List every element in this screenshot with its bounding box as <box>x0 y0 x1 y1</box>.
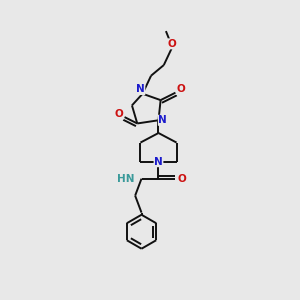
Text: O: O <box>115 109 124 119</box>
Text: HN: HN <box>117 174 134 184</box>
Text: O: O <box>176 85 185 94</box>
Text: N: N <box>136 85 145 94</box>
Text: O: O <box>178 174 186 184</box>
Text: N: N <box>158 115 167 125</box>
Text: O: O <box>168 39 177 49</box>
Text: N: N <box>154 157 163 167</box>
